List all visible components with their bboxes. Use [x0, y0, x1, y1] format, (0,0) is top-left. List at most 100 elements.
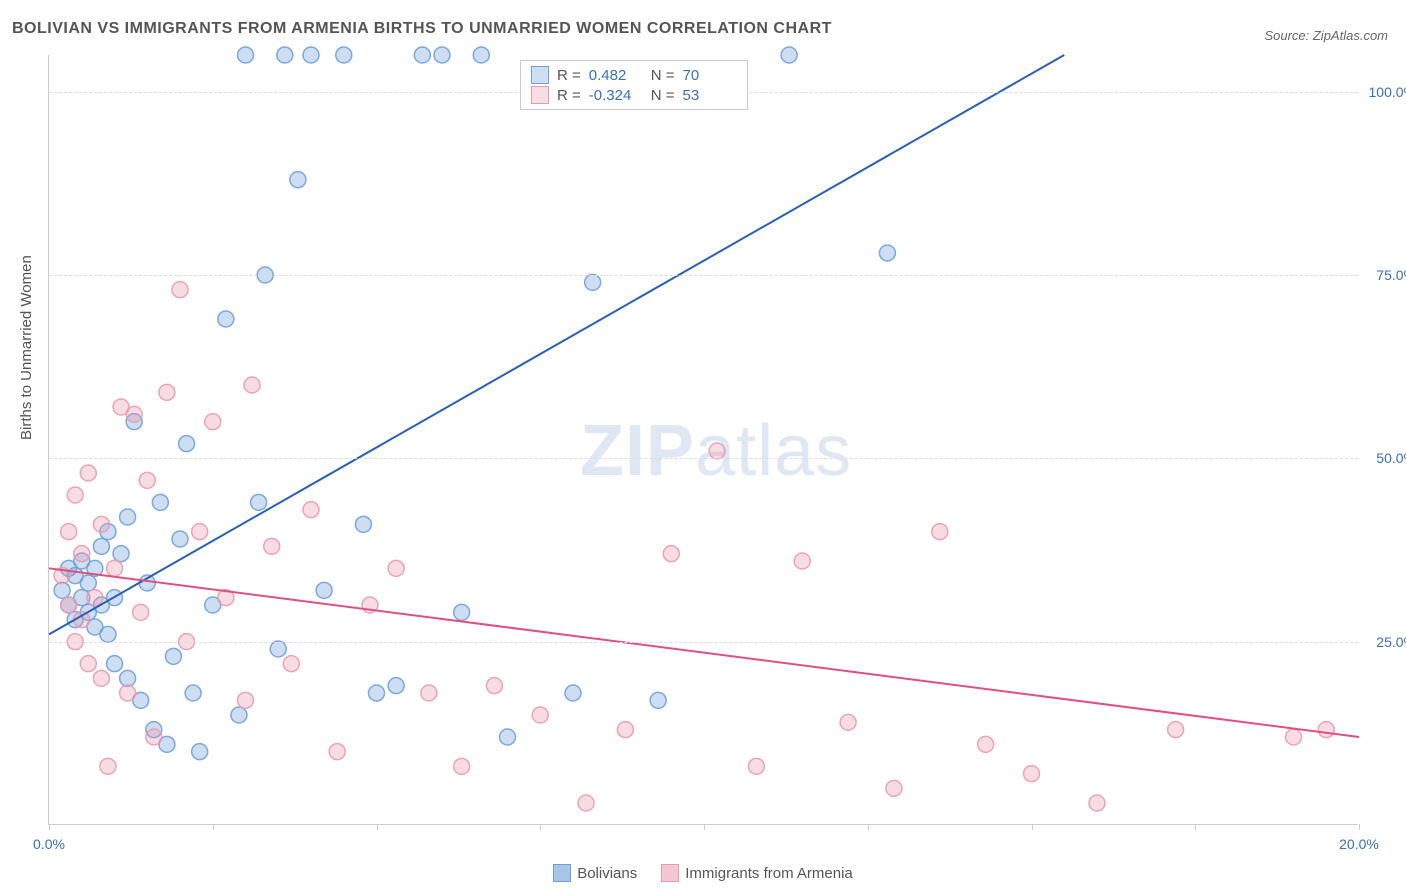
scatter-point — [172, 531, 188, 547]
scatter-point — [663, 546, 679, 562]
scatter-point — [369, 685, 385, 701]
scatter-point — [840, 714, 856, 730]
scatter-point — [238, 47, 254, 63]
scatter-point — [650, 692, 666, 708]
scatter-point — [80, 575, 96, 591]
scatter-point — [886, 780, 902, 796]
scatter-point — [244, 377, 260, 393]
legend-n-value: 53 — [683, 87, 737, 104]
scatter-point — [107, 560, 123, 576]
scatter-point — [238, 692, 254, 708]
scatter-point — [74, 546, 90, 562]
scatter-svg — [49, 55, 1358, 824]
scatter-point — [434, 47, 450, 63]
scatter-point — [1286, 729, 1302, 745]
x-tick-label: 20.0% — [1339, 836, 1379, 852]
gridline — [49, 458, 1358, 459]
x-tick-label: 0.0% — [33, 836, 65, 852]
legend-correlation: R =0.482N =70R =-0.324N =53 — [520, 60, 748, 110]
x-tick — [49, 824, 50, 830]
scatter-point — [277, 47, 293, 63]
legend-r-value: -0.324 — [589, 87, 643, 104]
y-tick-label: 25.0% — [1364, 634, 1406, 650]
scatter-point — [100, 758, 116, 774]
scatter-point — [270, 641, 286, 657]
scatter-point — [388, 560, 404, 576]
scatter-point — [879, 245, 895, 261]
gridline — [49, 642, 1358, 643]
legend-n-label: N = — [651, 87, 675, 104]
scatter-point — [54, 582, 70, 598]
scatter-point — [146, 729, 162, 745]
scatter-point — [126, 406, 142, 422]
x-tick — [377, 824, 378, 830]
x-tick — [1359, 824, 1360, 830]
scatter-point — [1024, 766, 1040, 782]
legend-bottom-item: Bolivians — [553, 864, 637, 882]
x-tick — [213, 824, 214, 830]
scatter-point — [748, 758, 764, 774]
scatter-point — [617, 722, 633, 738]
scatter-point — [152, 494, 168, 510]
scatter-point — [978, 736, 994, 752]
scatter-point — [251, 494, 267, 510]
scatter-point — [290, 172, 306, 188]
y-tick-label: 50.0% — [1364, 450, 1406, 466]
scatter-point — [67, 487, 83, 503]
scatter-point — [316, 582, 332, 598]
scatter-point — [120, 670, 136, 686]
scatter-point — [107, 656, 123, 672]
scatter-point — [578, 795, 594, 811]
scatter-point — [794, 553, 810, 569]
scatter-point — [87, 590, 103, 606]
x-tick — [1032, 824, 1033, 830]
legend-series: Bolivians Immigrants from Armenia — [0, 864, 1406, 882]
scatter-point — [532, 707, 548, 723]
scatter-point — [100, 626, 116, 642]
x-tick — [704, 824, 705, 830]
legend-n-label: N = — [651, 67, 675, 84]
scatter-point — [454, 758, 470, 774]
scatter-point — [231, 707, 247, 723]
scatter-point — [218, 311, 234, 327]
scatter-point — [120, 685, 136, 701]
scatter-point — [80, 656, 96, 672]
scatter-point — [585, 274, 601, 290]
scatter-point — [421, 685, 437, 701]
legend-r-value: 0.482 — [589, 67, 643, 84]
chart-title: BOLIVIAN VS IMMIGRANTS FROM ARMENIA BIRT… — [12, 20, 832, 38]
x-tick — [868, 824, 869, 830]
legend-swatch — [531, 66, 549, 84]
y-axis-label: Births to Unmarried Women — [18, 255, 35, 440]
scatter-point — [113, 546, 129, 562]
legend-bottom-item: Immigrants from Armenia — [661, 864, 853, 882]
legend-swatch — [553, 864, 571, 882]
scatter-point — [781, 47, 797, 63]
x-tick — [540, 824, 541, 830]
scatter-point — [93, 516, 109, 532]
scatter-point — [329, 744, 345, 760]
scatter-point — [133, 604, 149, 620]
legend-swatch — [661, 864, 679, 882]
x-tick — [1195, 824, 1196, 830]
scatter-point — [192, 744, 208, 760]
scatter-point — [932, 524, 948, 540]
scatter-point — [205, 414, 221, 430]
scatter-point — [355, 516, 371, 532]
scatter-point — [303, 47, 319, 63]
scatter-point — [1168, 722, 1184, 738]
scatter-point — [336, 47, 352, 63]
scatter-point — [165, 648, 181, 664]
scatter-point — [139, 472, 155, 488]
scatter-point — [414, 47, 430, 63]
scatter-point — [185, 685, 201, 701]
scatter-point — [93, 538, 109, 554]
scatter-point — [486, 678, 502, 694]
legend-swatch — [531, 86, 549, 104]
legend-r-label: R = — [557, 67, 581, 84]
scatter-point — [179, 436, 195, 452]
source-attribution: Source: ZipAtlas.com — [1264, 28, 1388, 43]
plot-area: 25.0%50.0%75.0%100.0%0.0%20.0% — [48, 55, 1358, 825]
scatter-point — [192, 524, 208, 540]
scatter-point — [283, 656, 299, 672]
